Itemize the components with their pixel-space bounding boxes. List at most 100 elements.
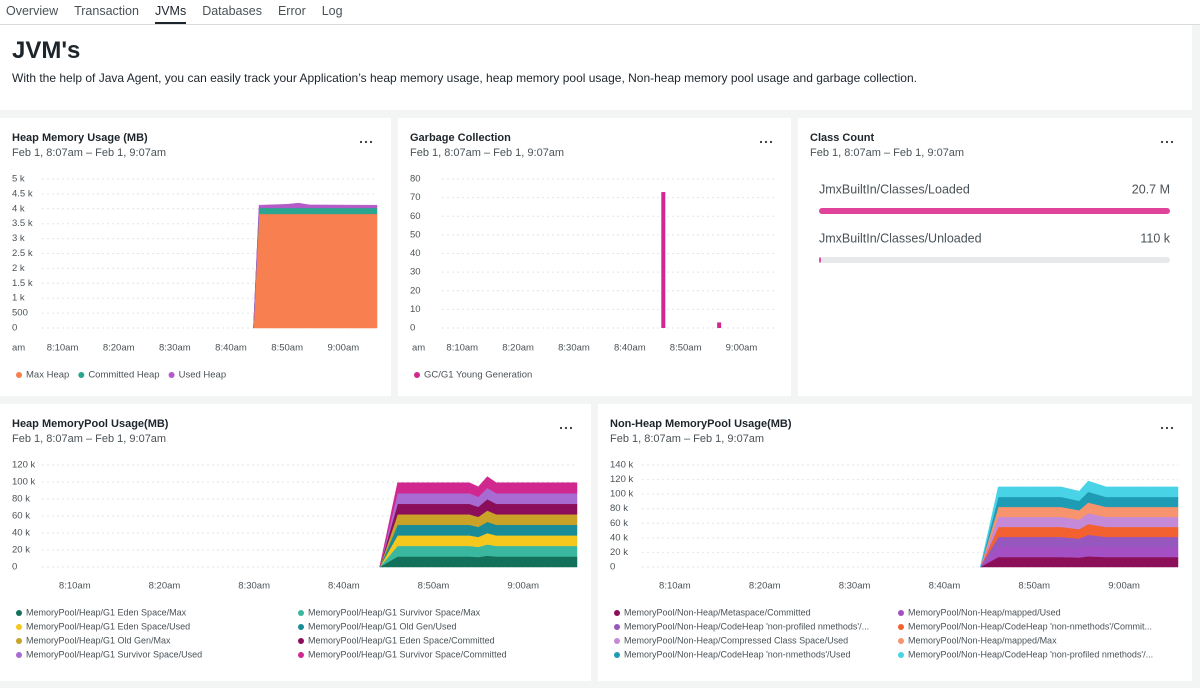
legend-label: MemoryPool/Non-Heap/CodeHeap 'non-nmetho…	[624, 649, 851, 659]
legend-item[interactable]: Used Heap	[168, 370, 227, 381]
bar	[717, 322, 722, 328]
legend-item[interactable]: Committed Heap	[78, 370, 160, 381]
legend-swatch	[614, 652, 620, 658]
chart-subtitle: Feb 1, 8:07am – Feb 1, 9:07am	[12, 433, 166, 445]
legend-item[interactable]: MemoryPool/Non-Heap/Metaspace/Committed	[614, 607, 811, 617]
legend-item[interactable]: MemoryPool/Non-Heap/mapped/Max	[898, 635, 1057, 645]
chart-title: Heap Memory Usage (MB)	[12, 132, 148, 144]
chart: Heap Memory Usage (MB) Feb 1, 8:07am – Fe…	[12, 132, 378, 381]
y-tick-label: 3.5 k	[12, 218, 33, 229]
x-tick-label: 8:40am	[929, 581, 961, 592]
more-menu[interactable]	[559, 426, 573, 430]
legend-swatch	[16, 372, 22, 378]
tab[interactable]: Databases	[202, 4, 262, 18]
chart-subtitle: Feb 1, 8:07am – Feb 1, 9:07am	[810, 147, 964, 159]
menu-dot	[364, 140, 368, 144]
legend-item[interactable]: MemoryPool/Heap/G1 Old Gen/Max	[16, 635, 171, 645]
y-tick-label: 120 k	[12, 460, 35, 471]
legend-item[interactable]: MemoryPool/Heap/G1 Eden Space/Committed	[298, 635, 495, 645]
legend-item[interactable]: MemoryPool/Heap/G1 Survivor Space/Used	[16, 649, 202, 659]
tab[interactable]: Error	[277, 4, 306, 18]
y-tick-label: 10	[410, 304, 421, 315]
bar	[819, 208, 1170, 214]
tab[interactable]: Log	[321, 4, 343, 18]
chart-title: Non-Heap MemoryPool Usage(MB)	[610, 418, 792, 430]
legend-item[interactable]: MemoryPool/Heap/G1 Old Gen/Used	[298, 621, 457, 631]
legend-item[interactable]: MemoryPool/Heap/G1 Eden Space/Max	[16, 607, 187, 617]
y-tick-label: 80 k	[12, 494, 30, 505]
legend-label: MemoryPool/Non-Heap/CodeHeap 'non-nmetho…	[908, 621, 1152, 631]
x-tick-label: 8:50am	[418, 581, 450, 592]
legend-label: MemoryPool/Non-Heap/Compressed Class Spa…	[624, 635, 848, 645]
tab[interactable]: Transaction	[74, 4, 139, 18]
legend-label: MemoryPool/Heap/G1 Eden Space/Committed	[308, 635, 495, 645]
y-tick-label: 60	[410, 211, 421, 222]
y-tick-label: 1.5 k	[12, 278, 33, 289]
legend-swatch	[414, 372, 420, 378]
legend-label: MemoryPool/Heap/G1 Eden Space/Used	[26, 621, 190, 631]
legend-label: MemoryPool/Non-Heap/mapped/Used	[908, 607, 1061, 617]
legend-swatch	[614, 610, 620, 616]
x-tick-label: 8:40am	[614, 343, 646, 354]
legend-label: Used Heap	[179, 370, 227, 381]
legend-label: MemoryPool/Heap/G1 Old Gen/Used	[308, 621, 457, 631]
category-label: JmxBuiltIn/Classes/Loaded	[819, 182, 970, 196]
x-tick-label: 8:30am	[839, 581, 871, 592]
legend-swatch	[898, 638, 904, 644]
y-tick-label: 20 k	[12, 545, 30, 556]
x-tick-label: am	[412, 343, 425, 354]
y-tick-label: 0	[610, 562, 615, 573]
legend-item[interactable]: Max Heap	[16, 370, 69, 381]
x-tick-label: 8:20am	[149, 581, 181, 592]
x-tick-label: 9:00am	[507, 581, 539, 592]
page-title: JVM's	[12, 37, 81, 64]
value-label: 110 k	[1140, 231, 1170, 245]
y-tick-label: 0	[12, 562, 17, 573]
more-menu[interactable]	[359, 140, 373, 144]
tab[interactable]: JVMs	[154, 4, 187, 24]
tab[interactable]: Overview	[6, 4, 59, 18]
x-tick-label: 9:00am	[327, 343, 359, 354]
chart-title: Heap MemoryPool Usage(MB)	[12, 418, 169, 430]
y-tick-label: 140 k	[610, 460, 633, 471]
menu-dot	[559, 426, 563, 430]
legend-label: MemoryPool/Heap/G1 Survivor Space/Commit…	[308, 649, 507, 659]
chart: Garbage Collection Feb 1, 8:07am – Feb 1,…	[410, 132, 775, 381]
legend-swatch	[298, 638, 304, 644]
legend-item[interactable]: MemoryPool/Non-Heap/CodeHeap 'non-profil…	[614, 621, 869, 631]
legend-swatch	[298, 624, 304, 630]
menu-dot	[1160, 140, 1164, 144]
page-header: JVM's With the help of Java Agent, you c…	[0, 25, 1192, 110]
legend-swatch	[78, 372, 85, 378]
y-tick-label: 50	[410, 229, 421, 240]
x-tick-label: 9:00am	[1108, 581, 1140, 592]
legend-item[interactable]: MemoryPool/Heap/G1 Survivor Space/Commit…	[298, 649, 507, 659]
legend-item[interactable]: MemoryPool/Non-Heap/CodeHeap 'non-nmetho…	[898, 621, 1152, 631]
page-description: With the help of Java Agent, you can eas…	[12, 71, 917, 85]
more-menu[interactable]	[759, 140, 773, 144]
legend-item[interactable]: MemoryPool/Non-Heap/CodeHeap 'non-profil…	[898, 649, 1153, 659]
legend-item[interactable]: GC/G1 Young Generation	[414, 370, 532, 381]
legend-item[interactable]: MemoryPool/Non-Heap/CodeHeap 'non-nmetho…	[614, 649, 851, 659]
legend-label: Max Heap	[26, 370, 69, 381]
legend-item[interactable]: MemoryPool/Non-Heap/Compressed Class Spa…	[614, 635, 848, 645]
legend-item[interactable]: MemoryPool/Non-Heap/mapped/Used	[898, 607, 1061, 617]
more-menu[interactable]	[1160, 426, 1174, 430]
bar-track	[819, 257, 1170, 263]
area	[253, 202, 378, 329]
x-tick-label: 8:40am	[215, 343, 247, 354]
legend-label: MemoryPool/Heap/G1 Old Gen/Max	[26, 635, 171, 645]
y-tick-label: 2.5 k	[12, 248, 33, 259]
chart-title: Garbage Collection	[410, 132, 511, 144]
legend-label: MemoryPool/Heap/G1 Survivor Space/Used	[26, 649, 202, 659]
y-tick-label: 1 k	[12, 293, 25, 304]
y-tick-label: 3 k	[12, 233, 25, 244]
legend-swatch	[614, 624, 620, 630]
legend-item[interactable]: MemoryPool/Heap/G1 Survivor Space/Max	[298, 607, 481, 617]
y-tick-label: 60 k	[12, 511, 30, 522]
panel: Garbage Collection Feb 1, 8:07am – Feb 1,…	[398, 118, 791, 396]
more-menu[interactable]	[1160, 140, 1174, 144]
legend-item[interactable]: MemoryPool/Heap/G1 Eden Space/Used	[16, 621, 190, 631]
y-tick-label: 100 k	[610, 489, 633, 500]
